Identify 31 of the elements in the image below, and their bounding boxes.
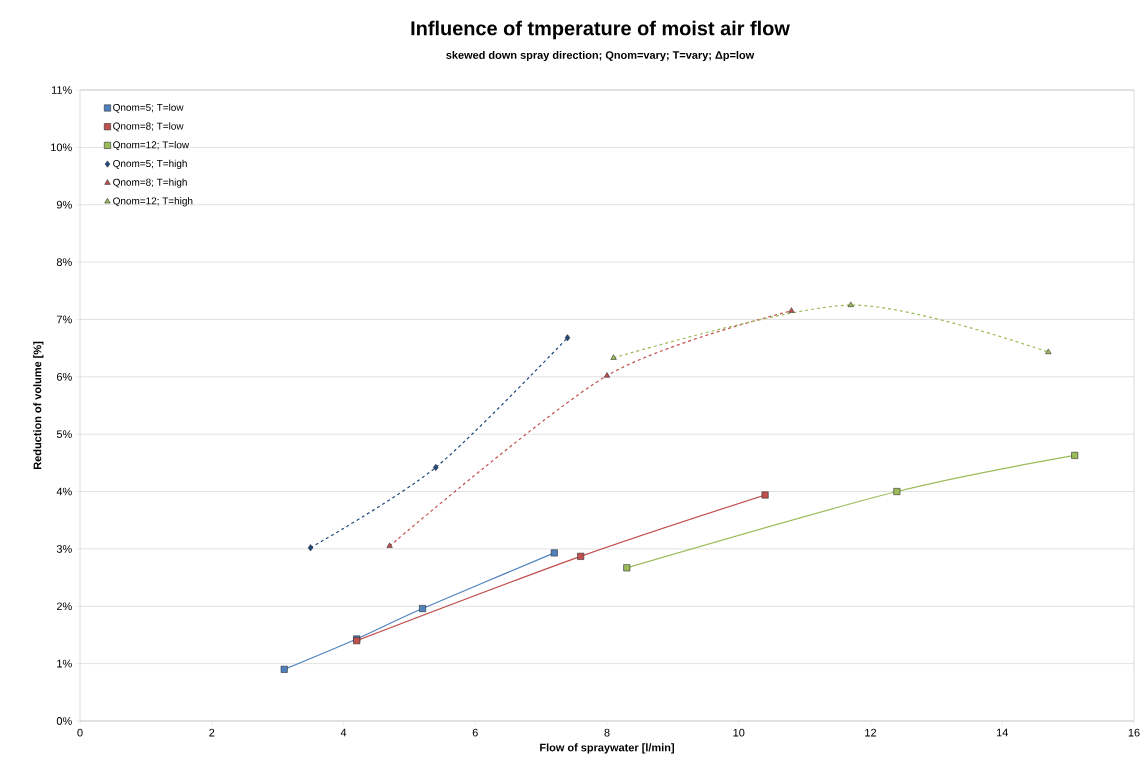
y-tick-label: 4%	[56, 487, 72, 496]
y-tick-label: 6%	[56, 372, 72, 381]
legend-label: Qnom=12; T=low	[113, 141, 190, 151]
x-tick-label: 10	[733, 728, 745, 737]
y-tick-label: 1%	[57, 659, 72, 668]
y-tick-label: 5%	[56, 430, 72, 439]
chart-subtitle: skewed down spray direction; Qnom=vary; T=vary; Δp=low	[446, 50, 755, 62]
x-tick-label: 0	[77, 728, 83, 737]
x-tick-label: 4	[340, 728, 347, 737]
legend-label: Qnom=12; T=high	[113, 197, 193, 207]
x-tick-label: 6	[472, 728, 478, 737]
legend-label: Qnom=8; T=high	[113, 178, 187, 188]
y-tick-label: 10%	[51, 143, 72, 152]
y-tick-label: 8%	[56, 258, 72, 266]
legend-label: Qnom=5; T=low	[113, 103, 184, 113]
y-tick-label: 3%	[56, 545, 72, 553]
chart-title: Influence of tmperature of moist air flow	[411, 20, 790, 40]
legend-label: Qnom=8; T=low	[113, 122, 184, 132]
y-axis-title: Reduction of volume [%]	[33, 341, 44, 469]
y-tick-label: 0%	[56, 717, 72, 725]
x-tick-label: 12	[865, 728, 877, 737]
y-tick-label: 11%	[51, 86, 72, 94]
y-tick-label: 9%	[56, 200, 72, 209]
legend-label: Qnom=5; T=high	[113, 159, 187, 170]
x-tick-label: 8	[604, 728, 610, 737]
x-tick-label: 14	[996, 728, 1009, 737]
x-axis-title: Flow of spraywater [l/min]	[540, 743, 674, 754]
y-tick-label: 2%	[56, 602, 72, 611]
y-tick-label: 7%	[56, 315, 72, 324]
x-tick-label: 16	[1128, 728, 1140, 737]
x-tick-label: 2	[209, 728, 215, 737]
